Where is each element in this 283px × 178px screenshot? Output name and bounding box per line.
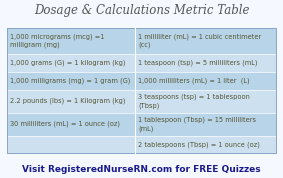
Bar bbox=[135, 90, 276, 113]
Bar bbox=[135, 28, 276, 54]
Text: Visit RegisteredNurseRN.com for FREE Quizzes: Visit RegisteredNurseRN.com for FREE Qui… bbox=[22, 165, 261, 174]
Bar bbox=[7, 28, 135, 54]
Text: 2 tablespoons (Tbsp) = 1 ounce (oz): 2 tablespoons (Tbsp) = 1 ounce (oz) bbox=[138, 141, 260, 148]
Text: 1 milliliter (mL) = 1 cubic centimeter
(cc): 1 milliliter (mL) = 1 cubic centimeter (… bbox=[138, 33, 261, 48]
Text: 1,000 milligrams (mg) = 1 gram (G): 1,000 milligrams (mg) = 1 gram (G) bbox=[10, 77, 131, 84]
Bar bbox=[7, 54, 135, 72]
Bar bbox=[135, 72, 276, 90]
Text: 1,000 milliliters (mL) = 1 liter  (L): 1,000 milliliters (mL) = 1 liter (L) bbox=[138, 77, 250, 84]
Bar bbox=[7, 113, 135, 136]
Text: 3 teaspoons (tsp) = 1 tablespoon
(Tbsp): 3 teaspoons (tsp) = 1 tablespoon (Tbsp) bbox=[138, 94, 250, 109]
Bar bbox=[135, 113, 276, 136]
Text: 1,000 micrograms (mcg) =1
milligram (mg): 1,000 micrograms (mcg) =1 milligram (mg) bbox=[10, 33, 105, 48]
Bar bbox=[7, 28, 276, 153]
Text: 30 milliliters (mL) = 1 ounce (oz): 30 milliliters (mL) = 1 ounce (oz) bbox=[10, 121, 121, 127]
Text: 2.2 pounds (lbs) = 1 Kilogram (kg): 2.2 pounds (lbs) = 1 Kilogram (kg) bbox=[10, 98, 126, 104]
Bar bbox=[7, 90, 135, 113]
Bar bbox=[7, 72, 135, 90]
Bar bbox=[7, 136, 135, 153]
Text: 1 tablespoon (Tbsp) = 15 milliliters
(mL): 1 tablespoon (Tbsp) = 15 milliliters (mL… bbox=[138, 117, 256, 132]
Text: Dosage & Calculations Metric Table: Dosage & Calculations Metric Table bbox=[34, 4, 249, 17]
Bar bbox=[7, 28, 276, 153]
Bar bbox=[135, 54, 276, 72]
Text: 1,000 grams (G) = 1 kilogram (kg): 1,000 grams (G) = 1 kilogram (kg) bbox=[10, 59, 126, 66]
Text: 1 teaspoon (tsp) = 5 milliliters (mL): 1 teaspoon (tsp) = 5 milliliters (mL) bbox=[138, 59, 258, 66]
Bar bbox=[135, 136, 276, 153]
